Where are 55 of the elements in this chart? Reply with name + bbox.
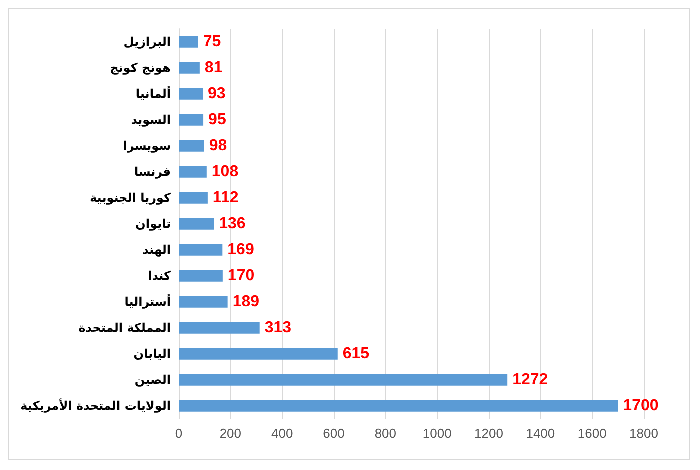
bar — [179, 140, 204, 152]
x-tick-label: 400 — [271, 426, 294, 441]
bar — [179, 166, 207, 178]
data-label: 189 — [232, 294, 260, 310]
bar — [179, 244, 223, 256]
data-label: 136 — [219, 216, 246, 232]
y-tick-label: اليابان — [134, 347, 171, 361]
data-label: 95 — [208, 112, 226, 128]
x-tick-label: 0 — [175, 426, 183, 441]
y-tick-label: الولايات المتحدة الأمريكية — [20, 398, 171, 413]
bar — [179, 400, 618, 412]
x-tick-label: 1000 — [422, 426, 452, 441]
y-tick-label: هونج كونج — [110, 61, 171, 75]
bar — [179, 218, 214, 230]
x-tick-label: 800 — [374, 426, 397, 441]
x-tick-label: 1200 — [474, 426, 504, 441]
data-label: 313 — [264, 320, 292, 336]
data-label: 108 — [212, 164, 239, 180]
bar — [179, 192, 208, 204]
data-label: 81 — [204, 60, 223, 76]
x-tick-label: 200 — [220, 426, 242, 441]
bar — [179, 270, 223, 282]
bar — [179, 36, 198, 48]
y-tick-label: أستراليا — [124, 294, 171, 309]
data-label: 75 — [203, 34, 222, 50]
bar — [179, 296, 228, 308]
data-label: 98 — [209, 138, 228, 154]
x-tick-label: 1800 — [630, 426, 658, 441]
y-tick-label: كندا — [148, 269, 172, 283]
bar — [179, 374, 508, 386]
y-tick-label: السويد — [131, 113, 171, 127]
y-tick-label: الصين — [134, 373, 171, 387]
data-label: 170 — [228, 268, 255, 284]
data-label: 112 — [212, 190, 239, 206]
data-label: 1700 — [623, 398, 659, 414]
data-label: 1272 — [512, 372, 548, 388]
y-tick-label: كوريا الجنوبية — [90, 191, 172, 205]
y-tick-label: المملكة المتحدة — [78, 321, 171, 335]
y-tick-label: تايوان — [136, 217, 171, 231]
bar — [179, 88, 204, 100]
x-tick-label: 1600 — [578, 426, 607, 441]
x-tick-label: 600 — [323, 426, 345, 441]
y-tick-label: سويسرا — [123, 139, 171, 153]
y-tick-label: فرنسا — [134, 165, 171, 179]
bar — [179, 322, 260, 334]
y-tick-label: ألمانيا — [136, 86, 171, 101]
bar — [179, 62, 200, 74]
data-label: 615 — [342, 346, 370, 362]
bar — [179, 348, 338, 360]
data-label: 169 — [228, 242, 254, 258]
bar — [179, 114, 204, 126]
x-tick-label: 1400 — [526, 426, 556, 441]
y-tick-label: البرازيل — [124, 35, 171, 49]
y-tick-label: الهند — [142, 243, 171, 257]
data-label: 93 — [208, 86, 226, 102]
